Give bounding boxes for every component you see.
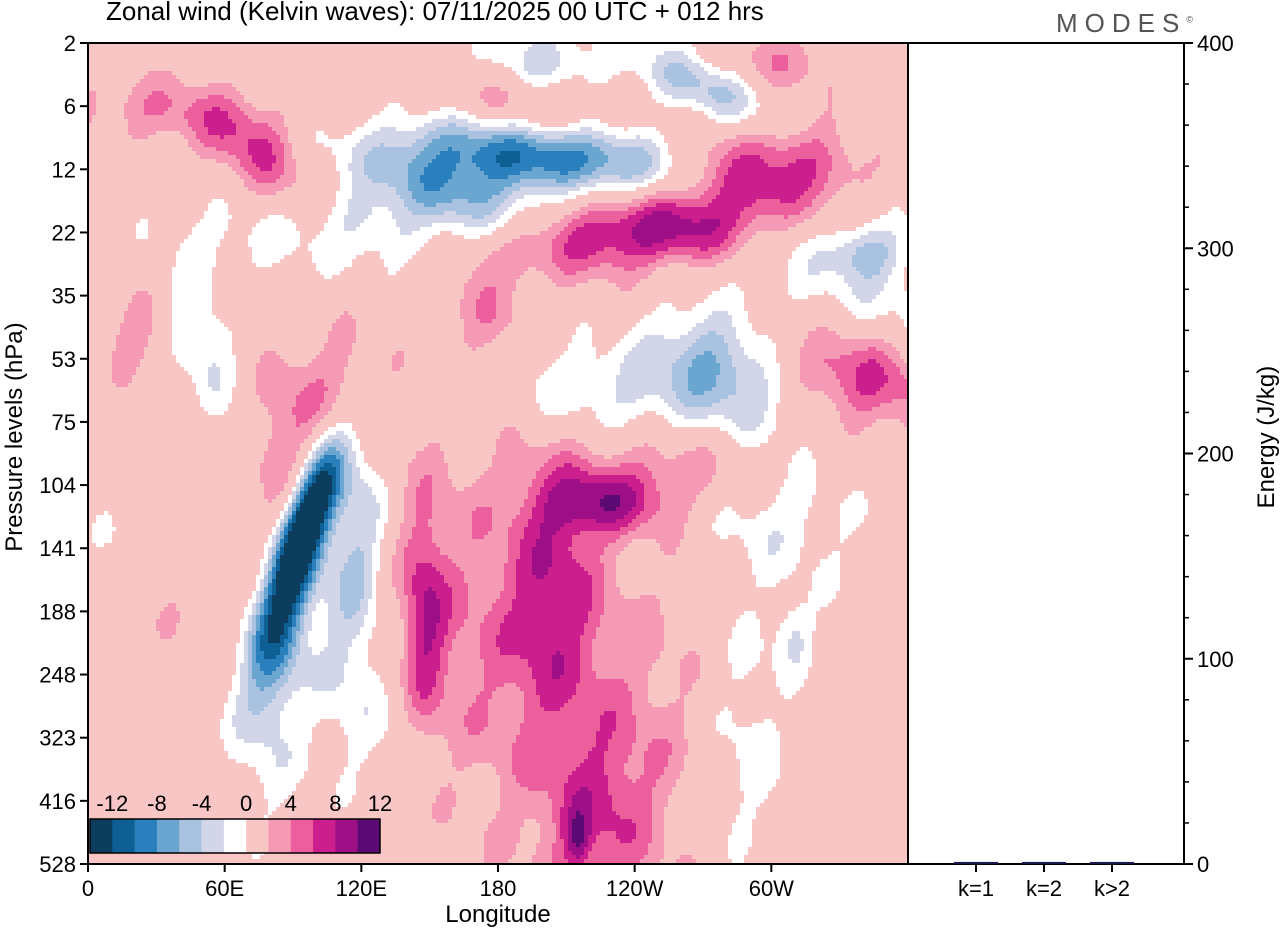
colorbar-swatch: [290, 819, 314, 853]
y-tick-label: 22: [52, 220, 76, 245]
energy-bar: [1022, 861, 1066, 864]
colorbar-swatch: [335, 819, 359, 853]
colorbar-label: 8: [329, 791, 341, 816]
colorbar-swatch: [179, 819, 202, 853]
energy-axis-label: Energy (J/kg): [1253, 366, 1280, 509]
x-tick-label: 60E: [205, 876, 244, 901]
energy-tick-label: 400: [1197, 31, 1234, 56]
y-tick-label: 53: [52, 347, 76, 372]
colorbar-label: -12: [96, 791, 128, 816]
energy-tick-label: 300: [1197, 236, 1234, 261]
energy-tick-label: 100: [1197, 647, 1234, 672]
energy-tick-label: 0: [1197, 852, 1209, 877]
x-axis-label: Longitude: [445, 901, 550, 928]
y-tick-label: 528: [39, 852, 76, 877]
colorbar-swatch: [246, 819, 269, 853]
colorbar-label: -8: [147, 791, 167, 816]
colorbar-label: 12: [368, 791, 392, 816]
energy-category-label: k>2: [1094, 876, 1130, 901]
logo-text: MODES: [1056, 8, 1187, 38]
colorbar-label: 4: [285, 791, 297, 816]
y-tick-label: 416: [39, 789, 76, 814]
energy-bar: [1090, 861, 1134, 864]
y-tick-label: 323: [39, 726, 76, 751]
x-tick-label: 60W: [749, 876, 794, 901]
logo-mark: ©: [1186, 14, 1193, 25]
x-tick-label: 0: [82, 876, 94, 901]
y-tick-label: 75: [52, 410, 76, 435]
colorbar-label: -4: [192, 791, 212, 816]
y-tick-label: 248: [39, 663, 76, 688]
y-tick-label: 188: [39, 599, 76, 624]
colorbar-swatch: [134, 819, 158, 853]
y-axis-label: Pressure levels (hPa): [1, 322, 28, 551]
colorbar-swatch: [357, 819, 381, 853]
y-tick-label: 104: [39, 473, 76, 498]
y-tick-label: 35: [52, 284, 76, 309]
chart-title: Zonal wind (Kelvin waves): 07/11/2025 00…: [106, 0, 764, 26]
y-tick-label: 141: [39, 536, 76, 561]
colorbar-swatch: [156, 819, 180, 853]
heatmap-plot: [88, 43, 908, 864]
y-tick-label: 2: [64, 31, 76, 56]
energy-category-label: k=1: [958, 876, 994, 901]
energy-bar: [954, 861, 998, 864]
x-tick-label: 180: [480, 876, 517, 901]
energy-tick-label: 200: [1197, 442, 1234, 467]
x-tick-label: 120E: [336, 876, 387, 901]
energy-bar-chart: 0 100 200 300 400 Energy (J/kg) k=1 k=2 k>2: [954, 31, 1280, 901]
colorbar-label: 0: [240, 791, 252, 816]
y-tick-label: 6: [64, 94, 76, 119]
colorbar-swatch: [112, 819, 136, 853]
colorbar-swatch: [313, 819, 336, 853]
colorbar-swatch: [223, 819, 247, 853]
energy-category-label: k=2: [1026, 876, 1062, 901]
colorbar: -12 -8 -4 0 4 8 12: [89, 791, 392, 854]
colorbar-swatch: [268, 819, 292, 853]
y-tick-label: 12: [52, 157, 76, 182]
colorbar-swatch: [201, 819, 225, 853]
modes-logo: MODES©: [1056, 8, 1193, 39]
colorbar-swatch: [90, 819, 113, 853]
x-tick-label: 120W: [606, 876, 664, 901]
